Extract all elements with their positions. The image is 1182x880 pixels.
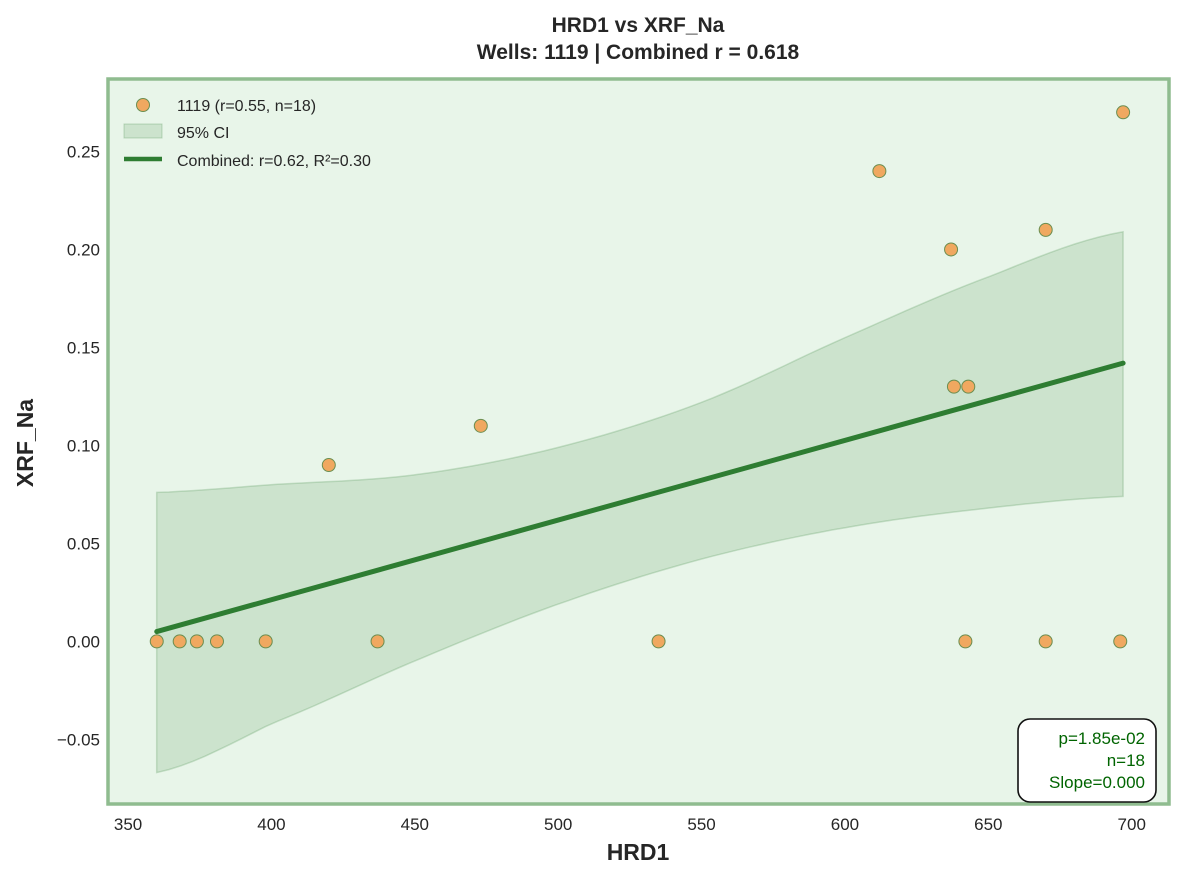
stats-box-frame [1017, 718, 1157, 803]
x-tick-label: 400 [257, 815, 285, 834]
scatter-point [473, 418, 488, 433]
ci-band-layer [155, 230, 1124, 774]
scatter-point [1113, 634, 1128, 649]
scatter-points [149, 105, 1131, 649]
scatter-point [258, 634, 273, 649]
scatter-point [209, 634, 224, 649]
legend: 1119 (r=0.55, n=18) 95% CI Combined: r=0… [123, 98, 371, 170]
scatter-point [321, 458, 336, 473]
plot-area [108, 79, 1169, 804]
chart-subtitle: Wells: 1119 | Combined r = 0.618 [477, 41, 800, 64]
legend-label-line: Combined: r=0.62, R²=0.30 [177, 153, 371, 170]
stats-n: n=18 [1107, 751, 1145, 770]
scatter-point [944, 242, 959, 257]
scatter-point [872, 164, 887, 179]
y-tick-label: 0.05 [67, 534, 100, 553]
scatter-point [1116, 105, 1131, 120]
x-tick-label: 500 [544, 815, 572, 834]
legend-label-band: 95% CI [177, 125, 229, 142]
x-tick-label: 600 [831, 815, 859, 834]
y-tick-label: 0.00 [67, 632, 100, 651]
chart-title: HRD1 vs XRF_Na [552, 14, 725, 37]
scatter-point [958, 634, 973, 649]
x-tick-label: 650 [974, 815, 1002, 834]
x-axis-ticks: 350 400 450 500 550 600 650 700 [114, 815, 1146, 834]
x-tick-label: 700 [1118, 815, 1146, 834]
regression-line-layer [154, 360, 1126, 635]
scatter-point [149, 634, 164, 649]
scatter-point [651, 634, 666, 649]
legend-label-scatter: 1119 (r=0.55, n=18) [177, 98, 316, 115]
scatter-point [1038, 634, 1053, 649]
scatter-point [370, 634, 385, 649]
y-tick-label: 0.15 [67, 338, 100, 357]
stats-slope: Slope=0.000 [1049, 773, 1145, 792]
y-tick-label: 0.25 [67, 143, 100, 162]
x-tick-label: 450 [401, 815, 429, 834]
y-tick-label: 0.20 [67, 240, 100, 259]
scatter-point [961, 379, 976, 394]
x-axis-label: HRD1 [607, 839, 670, 865]
legend-marker-band [123, 123, 163, 139]
y-tick-label: 0.10 [67, 436, 100, 455]
y-axis-ticks: −0.05 0.00 0.05 0.10 0.15 0.20 0.25 [57, 143, 100, 750]
stats-p-value: p=1.85e-02 [1059, 729, 1146, 748]
y-tick-label: −0.05 [57, 730, 100, 749]
stats-annotation: p=1.85e-02 n=18 Slope=0.000 [1017, 718, 1157, 803]
scatter-point [946, 379, 961, 394]
plot-frame [106, 77, 1171, 806]
scatter-point [189, 634, 204, 649]
ci-band [155, 230, 1124, 774]
y-axis-label: XRF_Na [12, 399, 38, 487]
x-tick-label: 550 [687, 815, 715, 834]
scatter-point [172, 634, 187, 649]
legend-marker-scatter [136, 98, 150, 112]
scatter-point [1038, 222, 1053, 237]
regression-line [154, 360, 1126, 635]
x-tick-label: 350 [114, 815, 142, 834]
